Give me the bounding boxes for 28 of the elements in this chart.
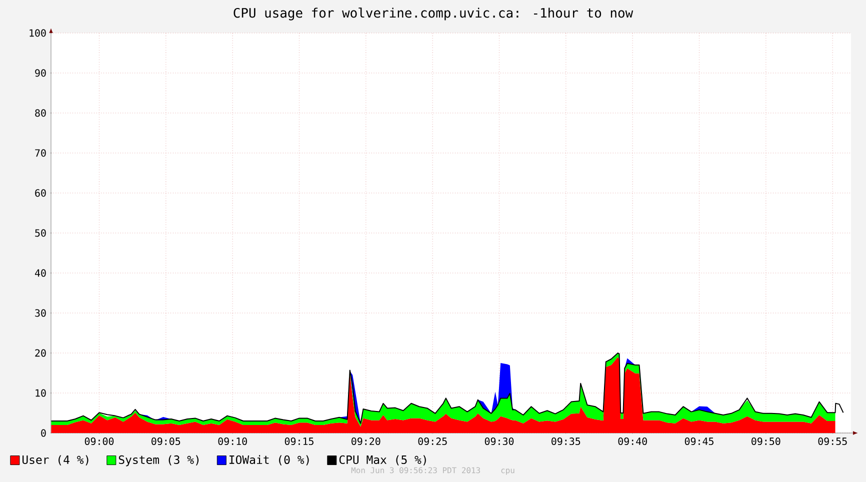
legend-label: User (4 %) bbox=[22, 455, 88, 466]
x-tick-label: 09:00 bbox=[84, 438, 114, 446]
legend-label: System (3 %) bbox=[118, 455, 199, 466]
y-tick-label: 0 bbox=[41, 429, 46, 437]
y-tick-label: 50 bbox=[35, 229, 46, 237]
y-tick-label: 40 bbox=[34, 269, 46, 277]
x-tick-label: 09:20 bbox=[352, 438, 380, 446]
x-tick-label: 09:10 bbox=[218, 438, 247, 446]
x-tick-label: 09:50 bbox=[752, 438, 780, 446]
x-tick-label: 09:35 bbox=[552, 438, 580, 446]
x-tick-label: 09:05 bbox=[152, 438, 180, 446]
x-tick-label: 09:30 bbox=[484, 438, 514, 446]
y-tick-label: 70 bbox=[35, 149, 46, 157]
x-tick-label: 09:45 bbox=[684, 438, 714, 446]
y-tick-label: 80 bbox=[35, 109, 46, 117]
x-tick-label: 09:15 bbox=[284, 438, 314, 446]
y-tick-label: 10 bbox=[36, 389, 46, 397]
y-tick-label: 90 bbox=[35, 69, 46, 77]
chart-title: CPU usage for wolverine.comp.uvic.ca: -1hour to now bbox=[234, 8, 634, 20]
y-tick-label: 30 bbox=[35, 309, 46, 317]
x-tick-label: 09:25 bbox=[418, 438, 447, 446]
x-tick-label: 09:40 bbox=[618, 438, 647, 446]
legend-label: IOWait (0 %) bbox=[230, 455, 309, 466]
legend-label: CPU Max (5 %) bbox=[339, 455, 426, 466]
y-tick-label: 100 bbox=[30, 29, 46, 37]
y-tick-label: 20 bbox=[35, 349, 46, 357]
x-tick-label: 09:55 bbox=[818, 438, 847, 446]
y-tick-label: 60 bbox=[35, 189, 46, 197]
